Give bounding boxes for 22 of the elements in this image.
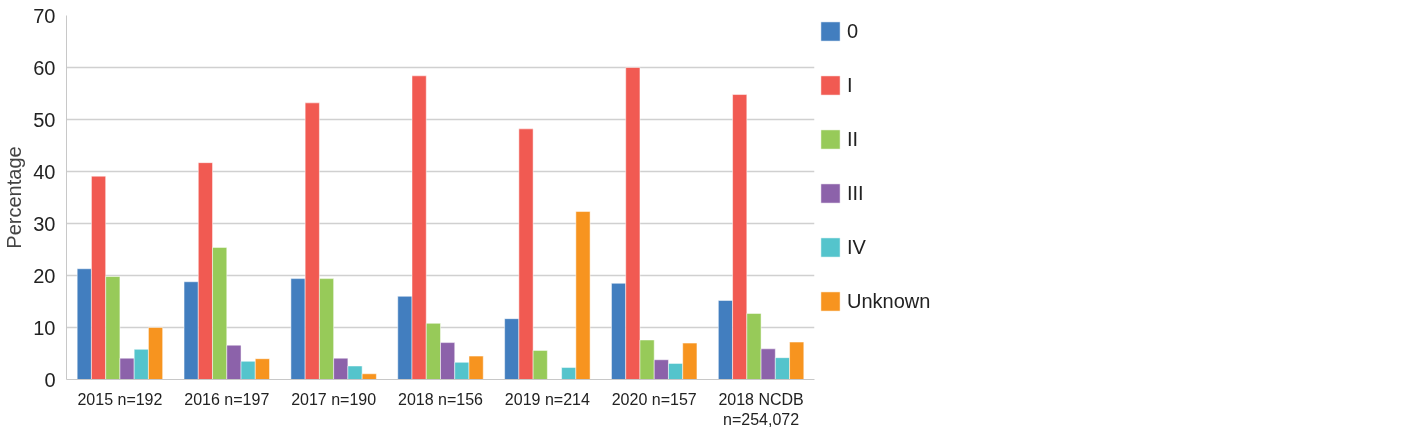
x-tick-label: 2018 NCDB n=254,072	[718, 390, 804, 428]
y-tick-label: 60	[33, 56, 56, 79]
x-tick-label: 2019 n=214	[504, 390, 590, 408]
legend-label: I	[847, 73, 854, 97]
y-tick-label: 0	[44, 368, 56, 391]
legend-label: 0	[847, 19, 860, 43]
y-tick-label: 20	[33, 264, 56, 287]
legend-label: Unknown	[847, 289, 931, 313]
y-axis-title: Percentage	[3, 146, 26, 249]
legend-label: IV	[847, 235, 867, 259]
y-tick-label: 50	[33, 108, 56, 131]
x-tick-label: 2015 n=192	[77, 390, 163, 408]
x-tick-label: 2017 n=190	[291, 390, 377, 408]
x-tick-label: 2018 n=156	[398, 390, 484, 408]
legend-label: II	[847, 127, 860, 151]
x-tick-label: 2016 n=197	[184, 390, 270, 408]
y-tick-label: 70	[33, 4, 56, 27]
legend-label: III	[847, 181, 865, 205]
x-tick-label: 2020 n=157	[611, 390, 697, 408]
y-tick-label: 40	[33, 160, 56, 183]
y-tick-label: 30	[33, 212, 56, 235]
y-tick-label: 10	[33, 316, 56, 339]
